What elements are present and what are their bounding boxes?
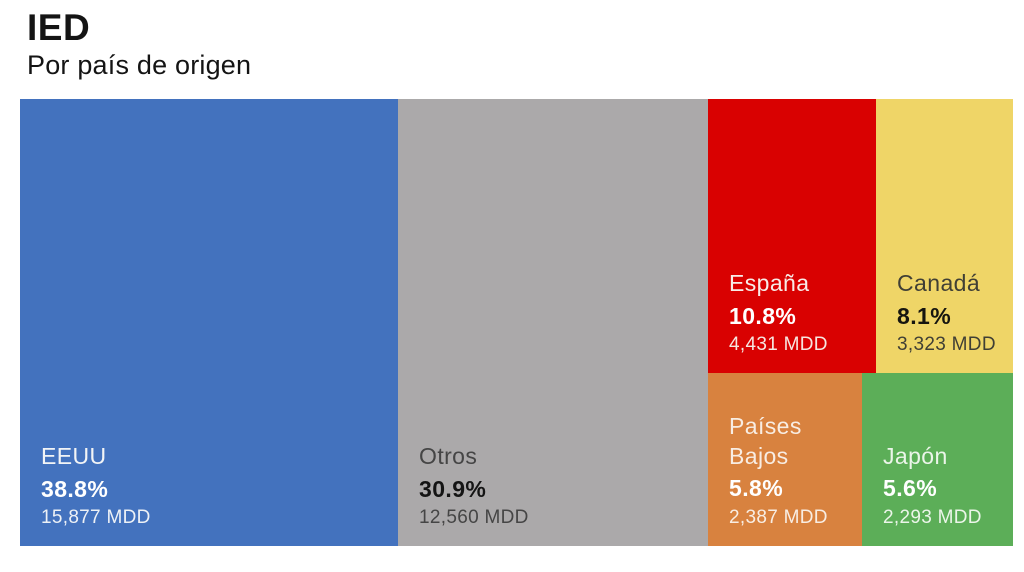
tile-percent: 38.8% [41, 475, 109, 502]
tile-label: EEUU [41, 443, 107, 470]
tile-text: Otros 30.9% 12,560 MDD [419, 441, 698, 530]
tile-percent: 5.6% [883, 475, 938, 502]
treemap-tile-eeuu: EEUU 38.8% 15,877 MDD [20, 99, 399, 546]
tile-percent: 10.8% [729, 302, 797, 329]
tile-percent: 30.9% [419, 475, 487, 502]
tile-text: Países Bajos 5.8% 2,387 MDD [729, 411, 852, 530]
tile-percent: 8.1% [897, 302, 952, 329]
tile-text: España 10.8% 4,431 MDD [729, 268, 866, 357]
tile-value: 15,877 MDD [41, 507, 151, 529]
treemap-right-group: España 10.8% 4,431 MDD Canadá 8.1% 3,323… [708, 99, 1013, 546]
treemap-tile-otros: Otros 30.9% 12,560 MDD [398, 99, 709, 546]
tile-percent: 5.8% [729, 475, 784, 502]
treemap-chart: EEUU 38.8% 15,877 MDD Otros 30.9% 12,560… [20, 99, 1013, 546]
tile-value: 4,431 MDD [729, 334, 828, 356]
tile-value: 3,323 MDD [897, 334, 996, 356]
treemap-tile-espana: España 10.8% 4,431 MDD [708, 99, 877, 373]
treemap-row-bottom: Países Bajos 5.8% 2,387 MDD Japón 5.6% 2… [708, 373, 1013, 546]
page-title: IED [27, 7, 91, 48]
treemap-tile-canada: Canadá 8.1% 3,323 MDD [876, 99, 1013, 373]
tile-label: Países Bajos [729, 412, 802, 470]
treemap-row-top: España 10.8% 4,431 MDD Canadá 8.1% 3,323… [708, 99, 1013, 373]
tile-label: Japón [883, 443, 948, 470]
tile-value: 2,293 MDD [883, 507, 982, 529]
tile-label: Canadá [897, 270, 981, 297]
page-subtitle: Por país de origen [27, 50, 252, 81]
tile-text: EEUU 38.8% 15,877 MDD [41, 441, 388, 530]
tile-text: Canadá 8.1% 3,323 MDD [897, 268, 1003, 357]
chart-header: IED Por país de origen [27, 6, 251, 81]
tile-text: Japón 5.6% 2,293 MDD [883, 441, 1003, 530]
treemap-tile-paises-bajos: Países Bajos 5.8% 2,387 MDD [708, 373, 863, 546]
tile-value: 12,560 MDD [419, 507, 529, 529]
tile-value: 2,387 MDD [729, 507, 828, 529]
tile-label: Otros [419, 443, 478, 470]
treemap-tile-japon: Japón 5.6% 2,293 MDD [862, 373, 1013, 546]
tile-label: España [729, 270, 810, 297]
